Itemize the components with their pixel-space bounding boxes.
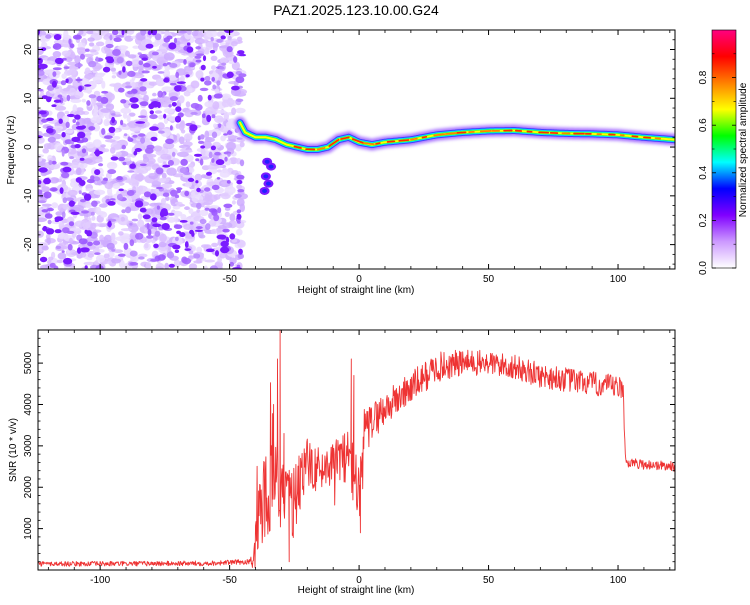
snr-ylabel: SNR (10 * v/v): [8, 418, 19, 482]
colorbar-tick-label: 0.0: [698, 261, 709, 275]
snr-background: [38, 330, 675, 570]
snr-ytick-label: 1000: [23, 517, 34, 540]
colorbar-tick-label: 0.4: [698, 165, 709, 179]
snr-xlabel: Height of straight line (km): [298, 585, 415, 596]
snr-ytick-label: 2000: [23, 476, 34, 499]
colorbar-gradient: [712, 30, 736, 268]
snr-xtick-label: 100: [610, 575, 627, 586]
spectrogram-ytick-label: -10: [23, 188, 34, 203]
spectrogram-xtick-label: 0: [356, 274, 362, 285]
snr-xtick-label: -50: [222, 575, 237, 586]
snr-xtick-label: -100: [90, 575, 110, 586]
spectrogram-ytick-label: 10: [23, 92, 34, 104]
spectrogram-ytick-label: 20: [23, 44, 34, 56]
colorbar: 0.0 0.2 0.4 0.6 0.8 Normalized spectral ampl…: [698, 30, 749, 275]
snr-ytick-label: 3000: [23, 434, 34, 457]
spectrogram-ylabel: Frequency (Hz): [6, 116, 17, 185]
spectrogram-xtick-label: -50: [222, 274, 237, 285]
colorbar-label: Normalized spectral amplitude: [738, 82, 749, 217]
spectrogram-xlabel: Height of straight line (km): [298, 285, 415, 296]
spectrogram-ytick-label: -20: [23, 237, 34, 252]
snr-xtick-label: 50: [483, 575, 495, 586]
snr-ytick-label: 4000: [23, 393, 34, 416]
spectrogram-ytick-label: 0: [23, 144, 34, 150]
colorbar-tick-label: 0.2: [698, 213, 709, 227]
spectrogram-xtick-label: -100: [90, 274, 110, 285]
spectrogram-xtick-label: 50: [483, 274, 495, 285]
colorbar-tick-label: 0.8: [698, 70, 709, 84]
snr-ytick-label: 5000: [23, 352, 34, 375]
spectrogram-xtick-label: 100: [610, 274, 627, 285]
figure-title: PAZ1.2025.123.10.00.G24: [273, 2, 439, 18]
colorbar-tick-label: 0.6: [698, 118, 709, 132]
